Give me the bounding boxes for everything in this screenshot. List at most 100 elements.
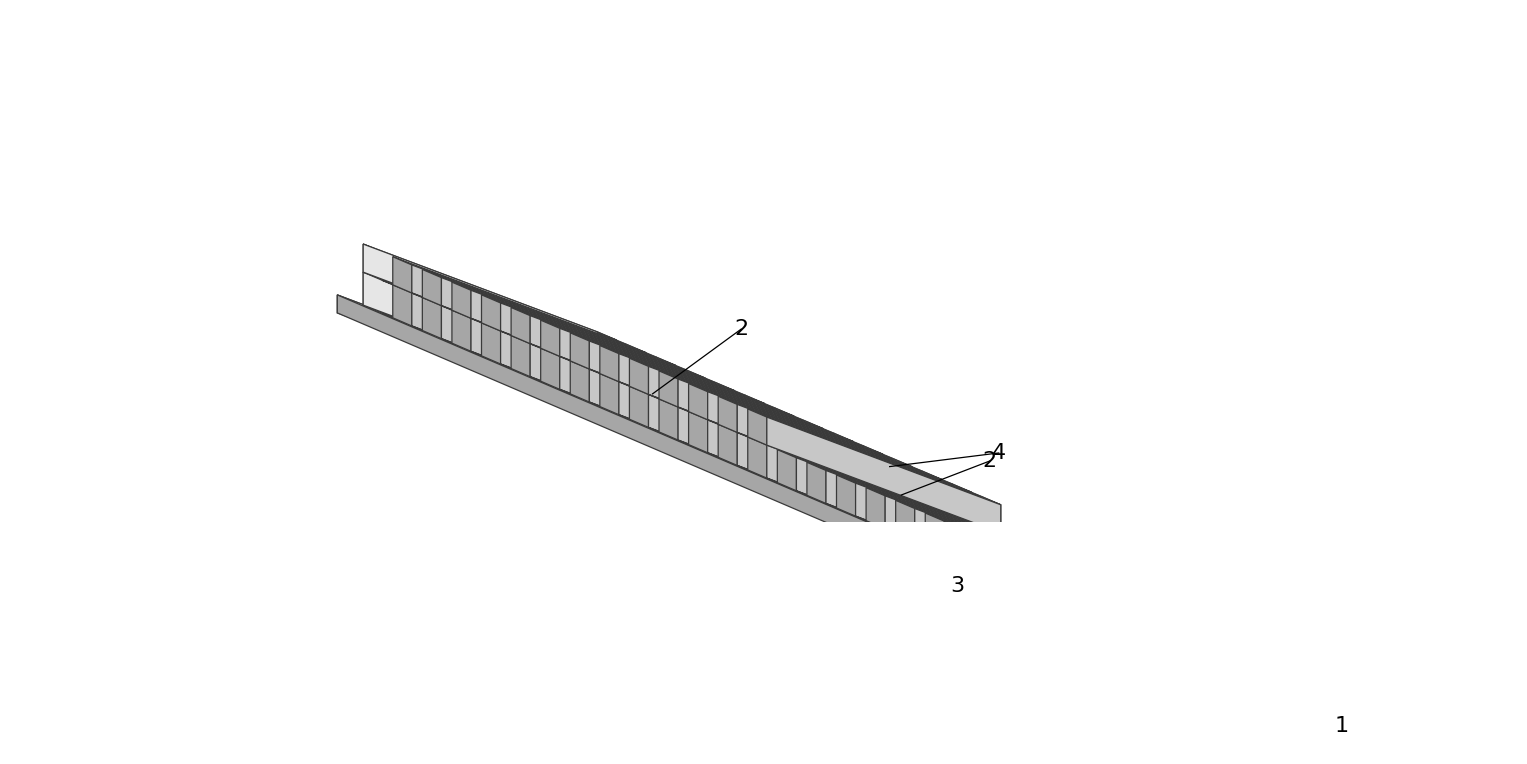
Polygon shape <box>1009 542 1034 552</box>
Polygon shape <box>967 523 976 547</box>
Polygon shape <box>942 487 959 514</box>
Polygon shape <box>1107 584 1122 610</box>
Polygon shape <box>922 471 942 507</box>
Polygon shape <box>1069 567 1093 577</box>
Polygon shape <box>647 360 672 370</box>
Polygon shape <box>861 478 878 506</box>
Polygon shape <box>660 371 912 467</box>
Polygon shape <box>794 423 811 451</box>
Polygon shape <box>392 285 412 326</box>
Polygon shape <box>452 282 705 378</box>
Polygon shape <box>1313 672 1330 699</box>
Polygon shape <box>812 445 831 487</box>
Polygon shape <box>748 437 767 478</box>
Polygon shape <box>560 329 794 444</box>
Polygon shape <box>771 428 782 465</box>
Polygon shape <box>715 389 731 416</box>
Polygon shape <box>1292 662 1301 687</box>
Polygon shape <box>1217 630 1232 658</box>
Polygon shape <box>774 415 789 442</box>
Polygon shape <box>861 466 870 503</box>
Polygon shape <box>950 516 976 526</box>
Polygon shape <box>1107 572 1127 613</box>
Polygon shape <box>794 416 805 448</box>
Polygon shape <box>841 458 861 499</box>
Polygon shape <box>678 379 912 495</box>
Polygon shape <box>915 542 1286 681</box>
Polygon shape <box>707 453 1078 592</box>
Polygon shape <box>794 423 820 433</box>
Polygon shape <box>1196 610 1215 651</box>
Polygon shape <box>925 513 1304 656</box>
Polygon shape <box>722 392 731 416</box>
Polygon shape <box>626 351 641 378</box>
Polygon shape <box>618 415 989 554</box>
Polygon shape <box>392 257 646 353</box>
Polygon shape <box>570 333 589 369</box>
Polygon shape <box>363 244 617 340</box>
Polygon shape <box>1255 636 1275 676</box>
Polygon shape <box>707 419 1067 588</box>
Polygon shape <box>855 516 1226 656</box>
Polygon shape <box>1203 624 1212 649</box>
Polygon shape <box>892 491 916 501</box>
Polygon shape <box>1144 599 1153 623</box>
Polygon shape <box>1167 597 1186 639</box>
Polygon shape <box>1306 668 1322 696</box>
Polygon shape <box>921 503 938 531</box>
Polygon shape <box>980 503 997 530</box>
Polygon shape <box>663 366 672 391</box>
Polygon shape <box>951 490 968 518</box>
Polygon shape <box>884 465 896 493</box>
Polygon shape <box>530 377 901 516</box>
Polygon shape <box>1186 618 1203 645</box>
Polygon shape <box>979 516 989 554</box>
Polygon shape <box>919 491 930 529</box>
Polygon shape <box>831 453 841 490</box>
Polygon shape <box>1306 690 1330 699</box>
Polygon shape <box>1098 580 1115 607</box>
Polygon shape <box>748 409 767 445</box>
Polygon shape <box>1055 561 1064 585</box>
Polygon shape <box>363 272 724 440</box>
Polygon shape <box>883 454 893 487</box>
Polygon shape <box>950 516 967 544</box>
Polygon shape <box>773 440 789 468</box>
Polygon shape <box>847 449 880 484</box>
Text: 2: 2 <box>734 319 748 339</box>
Polygon shape <box>363 244 597 360</box>
Polygon shape <box>560 390 930 529</box>
Polygon shape <box>870 471 890 512</box>
Polygon shape <box>867 461 901 496</box>
Polygon shape <box>649 367 883 482</box>
Polygon shape <box>1344 685 1359 712</box>
Polygon shape <box>1344 673 1364 714</box>
Polygon shape <box>481 323 861 466</box>
Polygon shape <box>686 370 705 406</box>
Polygon shape <box>782 432 802 474</box>
Polygon shape <box>337 295 1397 728</box>
Polygon shape <box>840 469 857 497</box>
Polygon shape <box>392 257 412 293</box>
Polygon shape <box>1003 546 1364 714</box>
Polygon shape <box>1275 656 1292 683</box>
Polygon shape <box>655 364 672 391</box>
Polygon shape <box>744 428 759 455</box>
Polygon shape <box>441 277 675 393</box>
Polygon shape <box>896 500 915 542</box>
Polygon shape <box>1351 688 1359 712</box>
Polygon shape <box>886 529 1255 668</box>
Polygon shape <box>1157 605 1174 633</box>
Polygon shape <box>1225 634 1241 662</box>
Polygon shape <box>1128 613 1153 623</box>
Polygon shape <box>751 432 768 458</box>
Polygon shape <box>893 458 912 495</box>
Polygon shape <box>1335 681 1359 691</box>
Polygon shape <box>1186 639 1212 649</box>
Polygon shape <box>982 497 1000 533</box>
Polygon shape <box>826 503 1196 643</box>
Polygon shape <box>617 340 626 373</box>
Polygon shape <box>452 310 831 453</box>
Polygon shape <box>988 506 997 530</box>
Polygon shape <box>855 483 1215 651</box>
